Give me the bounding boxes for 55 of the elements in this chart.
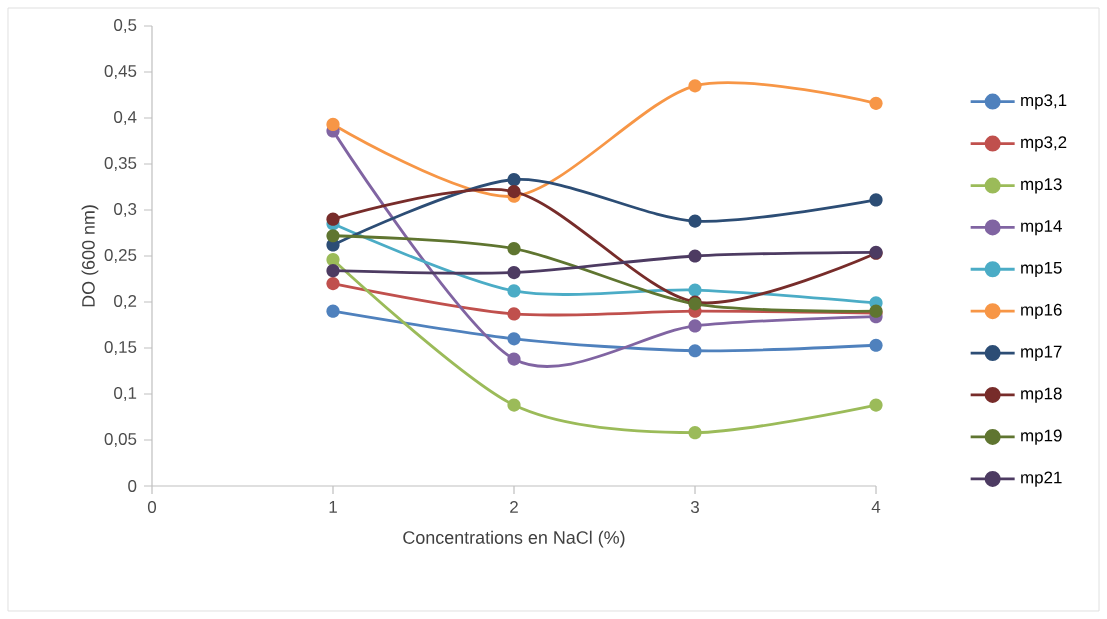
y-tick-label: 0,45 (104, 65, 137, 79)
point (507, 242, 521, 256)
legend-label: mp19 (1021, 429, 1062, 445)
y-tick-label: 0 (128, 480, 137, 492)
y-tick-label: 0,2 (114, 295, 137, 309)
legend-label: mp3,1 (1021, 94, 1067, 110)
x-axis-title: Concentrations en NaCl (%) (403, 530, 625, 548)
point (507, 265, 521, 280)
x-tick-label: 0 (147, 501, 157, 514)
point (507, 332, 521, 346)
y-axis-title: DO (600 nm) (81, 205, 99, 307)
legend-label: mp21 (1021, 471, 1062, 487)
point (688, 214, 702, 228)
legend-label: mp3,2 (1021, 136, 1067, 152)
point (326, 229, 340, 243)
legend-label: mp13 (1021, 178, 1062, 194)
legend-label: mp16 (1021, 303, 1062, 320)
x-tick-label: 2 (510, 501, 518, 513)
y-tick-label: 0,1 (114, 387, 137, 401)
point (869, 193, 883, 207)
point (507, 307, 521, 321)
point (688, 249, 702, 263)
point (326, 277, 340, 291)
y-tick-label: 0,25 (104, 249, 137, 263)
point (326, 264, 340, 278)
point (507, 352, 521, 366)
y-tick-label: 0,4 (114, 111, 137, 125)
point (326, 117, 340, 132)
point (688, 79, 702, 93)
point (507, 284, 521, 298)
point (326, 253, 340, 267)
legend-label: mp17 (1021, 345, 1062, 361)
point (869, 398, 883, 412)
point (869, 338, 883, 352)
x-tick-label: 1 (329, 501, 337, 513)
legend-label: mp18 (1021, 387, 1062, 403)
y-tick-label: 0,05 (104, 433, 137, 447)
y-tick-label: 0,35 (104, 157, 137, 171)
y-tick-label: 0,5 (114, 19, 137, 33)
x-tick-label: 3 (690, 501, 699, 514)
point (326, 212, 340, 226)
point (688, 319, 702, 333)
point (507, 173, 521, 187)
point (869, 96, 883, 110)
legend-label: mp15 (1021, 261, 1062, 278)
legend-label: mp14 (1021, 220, 1062, 236)
point (688, 283, 702, 297)
point (688, 344, 702, 358)
point (507, 398, 521, 412)
point (507, 185, 521, 199)
point (326, 304, 340, 318)
point (688, 426, 702, 440)
x-tick-label: 4 (871, 501, 881, 513)
y-tick-label: 0,15 (104, 341, 137, 355)
y-tick-label: 0,3 (114, 203, 137, 217)
